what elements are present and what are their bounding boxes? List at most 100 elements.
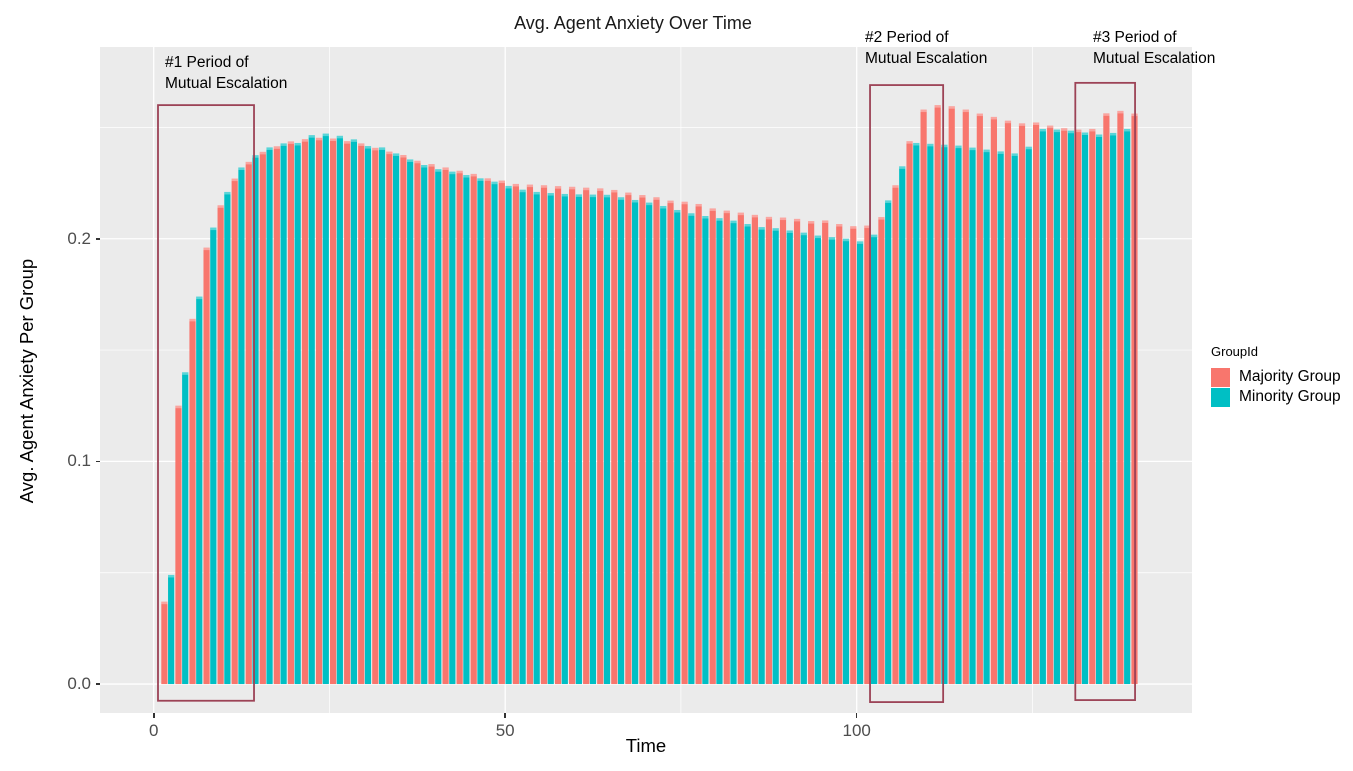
bar-highlight [224, 191, 231, 195]
bar-highlight [892, 185, 899, 188]
bar-minority [800, 232, 807, 685]
bar-minority [927, 143, 934, 685]
bar-highlight [1089, 128, 1096, 132]
bar-minority [294, 142, 301, 685]
bar-highlight [1075, 129, 1082, 133]
escalation-box [1074, 81, 1136, 701]
bar-highlight [856, 241, 864, 244]
bar-highlight [632, 199, 639, 203]
bar-highlight [976, 113, 983, 117]
bar-minority [266, 147, 273, 685]
bar-highlight [927, 143, 934, 147]
y-tick-label: 0.2 [67, 228, 91, 248]
bar-highlight [358, 143, 365, 146]
bar-highlight [294, 142, 301, 146]
bar-highlight [554, 186, 562, 189]
bar-minority [210, 227, 217, 685]
bar-highlight [210, 227, 217, 231]
bar-highlight [899, 166, 906, 169]
bar-highlight [772, 228, 779, 231]
bar-majority [583, 187, 590, 685]
bar-minority [702, 216, 709, 685]
bar-highlight [716, 218, 723, 221]
bar-majority [723, 210, 730, 685]
bar-highlight [456, 170, 463, 174]
bar-majority [1004, 120, 1012, 685]
bar-highlight [1004, 120, 1012, 124]
legend-item-minority: Minority Group [1211, 387, 1341, 407]
bar-majority [484, 178, 491, 685]
bar-minority [814, 235, 821, 685]
bar-highlight [512, 183, 519, 187]
plot-panel [100, 47, 1192, 713]
bar-majority [1075, 129, 1082, 685]
bar-minority [955, 145, 962, 685]
bar-minority [603, 194, 611, 685]
bar-minority [941, 144, 948, 685]
bar-highlight [273, 146, 280, 149]
bar-majority [315, 137, 323, 685]
annotation-line: Mutual Escalation [865, 50, 988, 67]
bar-majority [344, 141, 351, 685]
y-axis-title: Avg. Agent Anxiety Per Group [16, 258, 37, 504]
bar-highlight [962, 109, 969, 113]
bar-majority [554, 186, 562, 685]
bar-majority [667, 200, 674, 685]
bar-minority [842, 238, 850, 685]
bar-majority [358, 143, 365, 685]
bar-minority [885, 200, 892, 685]
bar-highlight [575, 194, 582, 197]
bar-majority [456, 170, 463, 685]
bar-highlight [990, 116, 997, 120]
bar-minority [856, 241, 864, 685]
bar-majority [1018, 123, 1026, 685]
bar-minority [505, 185, 512, 685]
bar-highlight [561, 193, 568, 197]
bar-majority [779, 217, 787, 685]
bar-highlight [533, 191, 540, 195]
bar-highlight [920, 109, 927, 113]
bar-highlight [266, 147, 273, 150]
bar-majority [737, 212, 744, 685]
bar-highlight [330, 138, 337, 142]
bar-highlight [1047, 125, 1054, 129]
bar-highlight [667, 200, 674, 204]
bar-highlight [392, 153, 400, 156]
bar-minority [224, 191, 231, 685]
plot-svg [100, 47, 1192, 713]
bar-majority [526, 184, 534, 685]
bar-majority [709, 208, 716, 685]
bar-highlight [505, 185, 512, 189]
bar-minority [350, 139, 358, 685]
bar-highlight [625, 192, 632, 196]
bar-highlight [828, 237, 836, 240]
bar-highlight [983, 149, 990, 153]
bar-majority [976, 113, 983, 685]
chart-title: Avg. Agent Anxiety Over Time [514, 13, 752, 33]
escalation-box [869, 84, 945, 703]
bar-majority [372, 147, 379, 685]
bar-highlight [280, 143, 287, 146]
bar-majority [442, 167, 449, 685]
bar-minority [519, 189, 526, 685]
bar-majority [653, 197, 660, 685]
bar-highlight [1110, 132, 1117, 136]
bar-highlight [617, 197, 625, 200]
bar-highlight [168, 574, 175, 578]
bar-majority [695, 203, 702, 685]
bar-highlight [800, 232, 807, 236]
bar-minority [449, 171, 456, 685]
bar-highlight [315, 137, 323, 141]
bar-minority [421, 165, 428, 685]
bar-minority [674, 209, 681, 685]
x-axis-title: Time [625, 735, 667, 756]
bar-highlight [336, 135, 343, 139]
bar-minority [589, 194, 597, 685]
bar-minority [716, 218, 723, 685]
bar-highlight [730, 220, 737, 224]
bar-highlight [842, 238, 850, 242]
bar-majority [301, 139, 309, 685]
bar-highlight [217, 205, 224, 208]
bar-minority [252, 155, 259, 685]
bar-minority [533, 191, 540, 685]
